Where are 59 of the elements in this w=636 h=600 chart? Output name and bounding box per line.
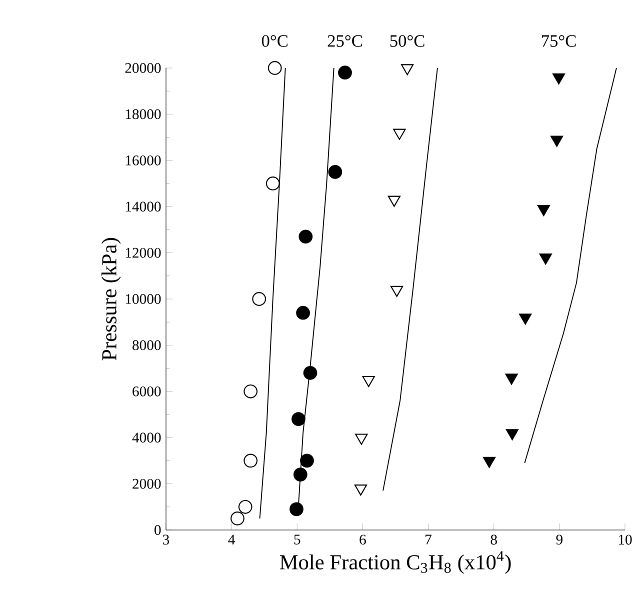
point [506, 429, 519, 440]
y-tick-label: 14000 [126, 202, 161, 212]
x-axis-title: Mole Fraction C$_{3}$H$_{8}$ (x10$^{4}$) [280, 551, 511, 574]
x-tick-label: 3 [163, 534, 170, 545]
point [244, 384, 258, 398]
point [298, 230, 313, 244]
point [266, 176, 280, 190]
y-tick-label: 0 [154, 525, 161, 535]
line-series [382, 68, 438, 492]
point [390, 286, 404, 297]
series-label: 0°C [262, 35, 288, 47]
y-tick-label: 6000 [132, 386, 161, 396]
point [550, 136, 564, 147]
y-tick-label: 10000 [126, 294, 161, 304]
point [519, 314, 532, 325]
y-tick-label: 12000 [126, 248, 161, 258]
x-tick-label: 6 [360, 534, 366, 545]
y-tick-label: 18000 [126, 109, 161, 120]
y-tick-label: 4000 [132, 432, 161, 443]
y-tick-label: 8000 [132, 340, 161, 350]
series-label: 50°C [390, 35, 424, 47]
point [268, 61, 282, 75]
point [482, 456, 496, 468]
line-series [259, 68, 286, 519]
point [293, 468, 308, 482]
point [388, 196, 400, 207]
point [362, 376, 375, 388]
x-tick-label: 5 [294, 534, 300, 544]
point [230, 512, 244, 526]
point [537, 205, 550, 216]
point [290, 502, 304, 516]
point [244, 454, 258, 468]
point [393, 128, 406, 140]
x-tick-label: 8 [490, 534, 497, 545]
point [354, 484, 368, 496]
point [296, 306, 310, 320]
x-tick-label: 10 [618, 534, 632, 545]
x-tick-label: 9 [556, 534, 562, 545]
x-tick-label: 7 [426, 534, 432, 544]
point [303, 366, 318, 380]
point [300, 454, 314, 468]
series-label: 25°C [328, 35, 362, 47]
point [355, 434, 368, 445]
point [252, 292, 266, 306]
y-tick-label: 20000 [125, 63, 161, 73]
point [552, 73, 566, 84]
y-tick-label: 16000 [126, 155, 161, 166]
y-tick-label: 2000 [132, 478, 161, 489]
point [338, 66, 352, 80]
point [328, 165, 342, 179]
line-series [524, 68, 617, 464]
point [292, 412, 306, 426]
point [505, 374, 518, 385]
point [400, 64, 414, 76]
series-label: 75°C [542, 35, 576, 47]
x-tick-label: 4 [228, 534, 236, 544]
point [539, 254, 552, 265]
point [238, 500, 252, 514]
y-axis-title: Pressure (kPa) [101, 238, 121, 360]
